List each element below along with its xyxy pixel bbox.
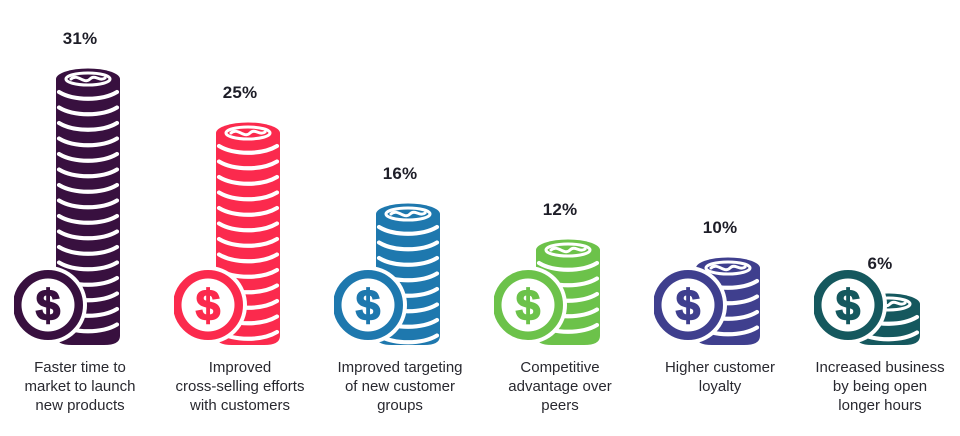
coin-separator bbox=[216, 205, 280, 217]
category-label: Improved targeting of new customer group… bbox=[337, 359, 463, 414]
value-label: 12% bbox=[542, 200, 578, 219]
top-coin-ring bbox=[224, 125, 272, 141]
coin-separator bbox=[216, 221, 280, 233]
category-label: Higher customer loyalty bbox=[664, 359, 776, 395]
dollar-coin-inner bbox=[661, 278, 715, 332]
category-label: Competitive advantage over peers bbox=[508, 359, 612, 414]
top-coin-dollar-swirl bbox=[229, 129, 267, 137]
coin-separator bbox=[216, 190, 280, 202]
coin-separator bbox=[376, 240, 440, 252]
coin-stack-graphic: $ bbox=[329, 203, 440, 345]
coin-separator bbox=[56, 229, 120, 241]
category-label: Increased business by being open longer … bbox=[815, 359, 945, 414]
coin-stack-icon: $ bbox=[329, 200, 446, 348]
top-coin-dollar-swirl bbox=[389, 210, 427, 218]
value-label: 10% bbox=[702, 218, 738, 237]
coin-stack-icon: $ bbox=[809, 262, 926, 348]
coin-separator bbox=[56, 198, 120, 210]
coin-separator bbox=[56, 182, 120, 194]
coin-separator bbox=[56, 244, 120, 256]
value-label: 16% bbox=[382, 164, 418, 183]
coin-separator bbox=[536, 260, 600, 272]
coin-separator bbox=[376, 255, 440, 267]
coin-separator bbox=[56, 136, 120, 148]
coin-stack-graphic: $ bbox=[649, 257, 760, 345]
coin-separator bbox=[216, 159, 280, 171]
chart-column: 31% $ Faster time to market to launch ne… bbox=[0, 0, 160, 436]
top-coin-dollar-swirl bbox=[549, 246, 587, 254]
coin-separator bbox=[56, 151, 120, 163]
coin-separator bbox=[216, 143, 280, 155]
value-label: 25% bbox=[222, 83, 258, 102]
top-coin-ring bbox=[384, 206, 432, 222]
top-coin-dollar-swirl bbox=[69, 75, 107, 83]
dollar-coin-inner bbox=[341, 278, 395, 332]
coin-separator bbox=[376, 224, 440, 236]
coin-separator bbox=[56, 105, 120, 117]
coin-separator bbox=[216, 174, 280, 186]
coin-stack-graphic: $ bbox=[9, 68, 120, 345]
coin-separator bbox=[56, 167, 120, 179]
dollar-coin-inner bbox=[21, 278, 75, 332]
value-label: 31% bbox=[62, 29, 98, 48]
coin-stack-graphic: $ bbox=[809, 266, 920, 345]
dollar-coin-inner bbox=[181, 278, 235, 332]
coin-stack-icon: $ bbox=[489, 236, 606, 348]
coin-separator bbox=[216, 236, 280, 248]
chart-column: 10% $ Higher customer loyalty bbox=[640, 0, 800, 436]
dollar-sign: $ bbox=[676, 282, 700, 331]
chart-column: 12% $ Competitive advantage over peers bbox=[480, 0, 640, 436]
dollar-coin-inner bbox=[501, 278, 555, 332]
top-coin-dollar-swirl bbox=[709, 264, 747, 272]
chart-column: 16% $ Improved targeting of new customer… bbox=[320, 0, 480, 436]
chart-column: 25% $ Improved cross-selling efforts wit… bbox=[160, 0, 320, 436]
coin-separator bbox=[56, 120, 120, 132]
dollar-sign: $ bbox=[196, 282, 220, 331]
coin-stack-icon: $ bbox=[169, 119, 286, 348]
dollar-sign: $ bbox=[516, 282, 540, 331]
dollar-coin-inner bbox=[821, 278, 875, 332]
top-coin-ring bbox=[544, 242, 592, 258]
category-label: Improved cross-selling efforts with cust… bbox=[175, 359, 305, 414]
coin-stack-graphic: $ bbox=[169, 122, 280, 345]
chart-column: 6% $ Increased business by being open lo… bbox=[800, 0, 960, 436]
dollar-sign: $ bbox=[36, 282, 60, 331]
coin-separator bbox=[56, 213, 120, 225]
value-label: 6% bbox=[867, 254, 893, 273]
coin-stack-icon: $ bbox=[649, 254, 766, 348]
coin-stack-graphic: $ bbox=[489, 239, 600, 345]
coin-separator bbox=[56, 260, 120, 272]
top-coin-ring bbox=[64, 71, 112, 87]
dollar-sign: $ bbox=[836, 282, 860, 331]
coin-separator bbox=[216, 252, 280, 264]
top-coin-ring bbox=[704, 260, 752, 276]
dollar-sign: $ bbox=[356, 282, 380, 331]
category-label: Faster time to market to launch new prod… bbox=[24, 359, 136, 414]
coin-separator bbox=[56, 89, 120, 101]
coin-stack-icon: $ bbox=[9, 65, 126, 348]
